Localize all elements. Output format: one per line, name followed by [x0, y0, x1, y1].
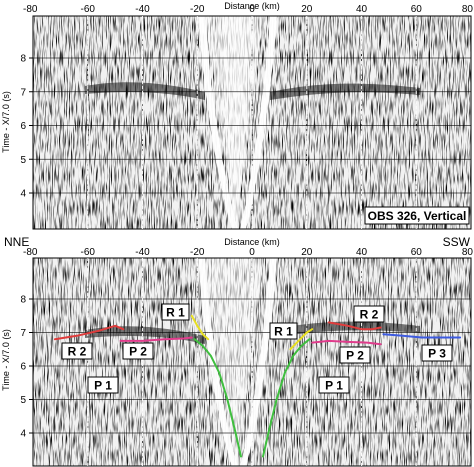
pick-line-p1: [262, 338, 311, 458]
pick-line-r1: [190, 314, 210, 341]
y-tick-label: 8: [20, 54, 26, 65]
x-tick-label: 60: [411, 247, 423, 258]
phase-label-box: [161, 303, 190, 321]
x-tick-label: -20: [190, 4, 205, 15]
phase-label-box: [318, 376, 350, 394]
phase-label: P 1: [325, 379, 343, 393]
x-tick-label: 0: [249, 247, 255, 258]
x-tick-label: 40: [356, 4, 368, 15]
bottom-panel: -80 -60 -40 -20 0 20 40 60 80 8 7 6 5 4 Distance (km…: [1, 235, 473, 467]
y-tick-label: 6: [20, 362, 26, 373]
direction-label-right: SSW: [443, 235, 471, 249]
y-tick-label: 6: [20, 121, 26, 132]
y-tick-label: 4: [20, 429, 26, 440]
phase-label: P 2: [129, 345, 147, 359]
y-tick-label: 7: [20, 87, 26, 98]
top-y-axis-label: Time - X/7.0 (s): [1, 91, 11, 153]
phase-label: R 1: [274, 325, 293, 339]
bottom-x-tick-labels: -80 -60 -40 -20 0 20 40 60 80: [23, 247, 473, 258]
phase-label: P 1: [94, 379, 112, 393]
phase-label: P 2: [346, 349, 364, 363]
y-tick-label: 4: [20, 189, 26, 200]
x-tick-label: -60: [81, 247, 96, 258]
x-tick-label: -60: [81, 4, 96, 15]
phase-label-box: [87, 376, 119, 394]
x-tick-label: 20: [301, 4, 313, 15]
phase-label-box: [61, 342, 93, 360]
phase-label-box: [353, 305, 385, 323]
bottom-gridlines: [33, 258, 471, 466]
bottom-wavefield-overlay: [85, 258, 420, 466]
x-tick-label: 80: [462, 4, 474, 15]
y-tick-label: 5: [20, 395, 26, 406]
top-gridlines: [33, 16, 471, 229]
direction-label-left: NNE: [4, 235, 29, 249]
pick-line-r1: [289, 328, 314, 351]
phase-label: P 3: [428, 347, 446, 361]
phase-label-box: [269, 322, 298, 340]
phase-label-box: [339, 346, 371, 364]
station-label-box: [364, 206, 470, 225]
x-tick-label: -40: [135, 247, 150, 258]
x-tick-label: -80: [23, 4, 38, 15]
x-tick-label: 60: [411, 4, 423, 15]
station-label: OBS 326, Vertical: [368, 209, 467, 223]
top-panel: -80 -60 -40 -20 0 20 40 60 80 8 7 6 5 4 Distance (km…: [1, 1, 473, 230]
phase-label: R 1: [166, 306, 185, 320]
bottom-x-axis-label: Distance (km): [224, 237, 280, 247]
x-tick-label: -40: [135, 4, 150, 15]
x-tick-label: -80: [23, 247, 38, 258]
x-tick-label: 20: [301, 247, 313, 258]
phase-labels: R 1 R 2 P 2 P 1 R 1 R 2 P 2 P 3 P 1: [61, 303, 453, 394]
y-tick-label: 7: [20, 328, 26, 339]
x-tick-label: 0: [249, 4, 255, 15]
phase-picks: [53, 314, 462, 458]
x-tick-label: 40: [356, 247, 368, 258]
y-tick-label: 8: [20, 295, 26, 306]
pick-line-r2: [327, 321, 382, 331]
pick-line-p2: [119, 336, 193, 342]
y-tick-label: 5: [20, 155, 26, 166]
top-x-axis-label: Distance (km): [224, 1, 280, 11]
x-tick-label: -20: [190, 247, 205, 258]
pick-line-p1: [193, 338, 242, 458]
x-tick-label: 80: [462, 247, 474, 258]
bottom-y-axis-label: Time - X/7.0 (s): [1, 329, 11, 391]
bottom-y-tick-labels: 8 7 6 5 4: [20, 295, 33, 440]
pick-line-r2: [53, 324, 125, 341]
pick-line-p3: [382, 333, 462, 339]
top-x-tick-labels: -80 -60 -40 -20 0 20 40 60 80: [23, 4, 473, 15]
phase-label: R 2: [68, 345, 87, 359]
pick-line-p2: [311, 339, 382, 346]
top-y-tick-labels: 8 7 6 5 4: [20, 54, 33, 200]
phase-label: R 2: [360, 308, 379, 322]
phase-label-box: [421, 344, 453, 362]
phase-label-box: [122, 342, 154, 360]
